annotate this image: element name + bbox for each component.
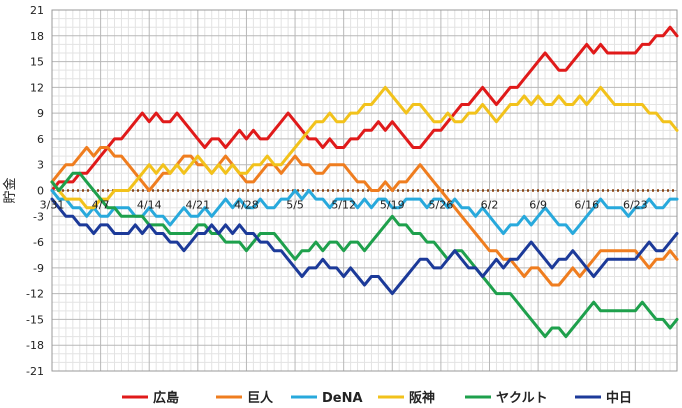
x-tick-label: 4/7 bbox=[92, 199, 110, 212]
x-tick-label: 4/14 bbox=[137, 199, 162, 212]
y-axis-label: 貯金 bbox=[2, 177, 18, 203]
y-tick-label: -18 bbox=[26, 339, 44, 352]
y-tick-label: 0 bbox=[37, 185, 44, 198]
legend-label-0: 広島 bbox=[153, 390, 179, 406]
y-axis-ticks: -21 -18 -15 -12 -9 -6 -3 0 3 6 9 12 15 18 21 bbox=[26, 4, 44, 378]
y-tick-label: 18 bbox=[30, 30, 44, 43]
series-lines bbox=[50, 25, 679, 339]
y-tick-label: -12 bbox=[26, 288, 44, 301]
y-tick-label: -6 bbox=[33, 236, 44, 249]
x-tick-label: 3/31 bbox=[40, 199, 65, 212]
x-tick-label: 5/26 bbox=[429, 199, 454, 212]
y-tick-label: 15 bbox=[30, 56, 44, 69]
x-tick-label: 5/5 bbox=[286, 199, 304, 212]
y-tick-label: -3 bbox=[33, 210, 44, 223]
legend-label-5: 中日 bbox=[606, 390, 632, 406]
y-tick-label: 21 bbox=[30, 4, 44, 17]
y-tick-label: -9 bbox=[33, 262, 44, 275]
x-tick-label: 5/19 bbox=[380, 199, 405, 212]
x-tick-label: 4/28 bbox=[234, 199, 259, 212]
x-tick-label: 6/2 bbox=[481, 199, 499, 212]
y-tick-label: -21 bbox=[26, 365, 44, 378]
y-tick-label: 9 bbox=[37, 107, 44, 120]
y-tick-label: 6 bbox=[37, 133, 44, 146]
x-axis-ticks: 3/31 4/7 4/14 4/21 4/28 5/5 5/12 5/19 5/26 6/2 6/9… bbox=[40, 199, 648, 212]
x-tick-label: 6/9 bbox=[529, 199, 547, 212]
legend: 広島 巨人 DeNA 阪神 ヤクルト 中日 bbox=[122, 390, 632, 406]
x-tick-label: 6/16 bbox=[574, 199, 599, 212]
y-tick-label: 12 bbox=[30, 81, 44, 94]
series-line-3 bbox=[50, 85, 679, 210]
legend-label-4: ヤクルト bbox=[496, 391, 548, 406]
legend-label-3: 阪神 bbox=[409, 390, 435, 406]
x-tick-label: 4/21 bbox=[185, 199, 210, 212]
series-line-1 bbox=[50, 146, 679, 287]
series-line-2 bbox=[50, 189, 679, 235]
legend-label-2: DeNA bbox=[322, 391, 363, 406]
series-line-5 bbox=[50, 197, 679, 296]
x-tick-label: 6/23 bbox=[623, 199, 648, 212]
y-tick-label: -15 bbox=[26, 313, 44, 326]
legend-label-1: 巨人 bbox=[247, 390, 274, 406]
x-tick-label: 5/12 bbox=[331, 199, 356, 212]
y-tick-label: 3 bbox=[37, 159, 44, 172]
series-line-0 bbox=[50, 25, 679, 192]
series-line-4 bbox=[50, 171, 679, 339]
